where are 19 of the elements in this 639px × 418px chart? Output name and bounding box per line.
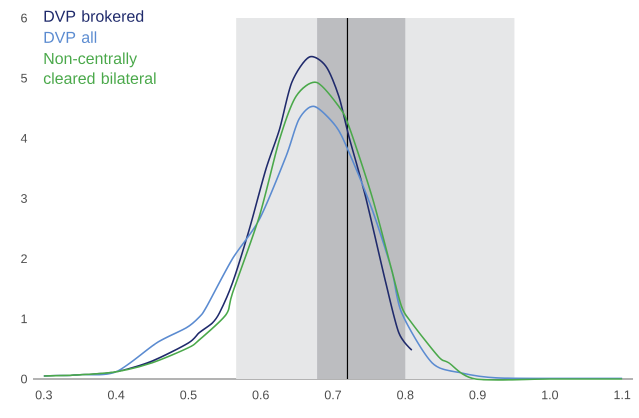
- x-tick-label: 0.9: [469, 390, 486, 400]
- y-tick-label: 0: [21, 374, 27, 384]
- x-tick-label: 0.3: [36, 390, 52, 400]
- x-tick-label: 0.8: [397, 390, 414, 400]
- x-tick-label: 0.7: [324, 390, 342, 400]
- text: DVP brokered: [44, 10, 144, 22]
- x-tick-label: 0.4: [108, 390, 124, 400]
- y-tick-label: 1: [22, 314, 27, 324]
- y-tick-label: 6: [21, 14, 27, 22]
- y-tick-label: 5: [21, 74, 27, 83]
- y-tick-label: 4: [20, 134, 28, 143]
- y-tick-label: 2: [21, 254, 27, 264]
- x-tick-label: 0.6: [252, 390, 269, 400]
- text: Non-centrally cleared bilateral: [44, 52, 156, 84]
- text: DVP all: [44, 31, 96, 44]
- x-tick-label: 1.1: [614, 390, 630, 400]
- y-tick-label: 3: [21, 194, 27, 203]
- x-tick-label: 1.0: [542, 390, 558, 400]
- x-tick-label: 0.5: [180, 390, 197, 400]
